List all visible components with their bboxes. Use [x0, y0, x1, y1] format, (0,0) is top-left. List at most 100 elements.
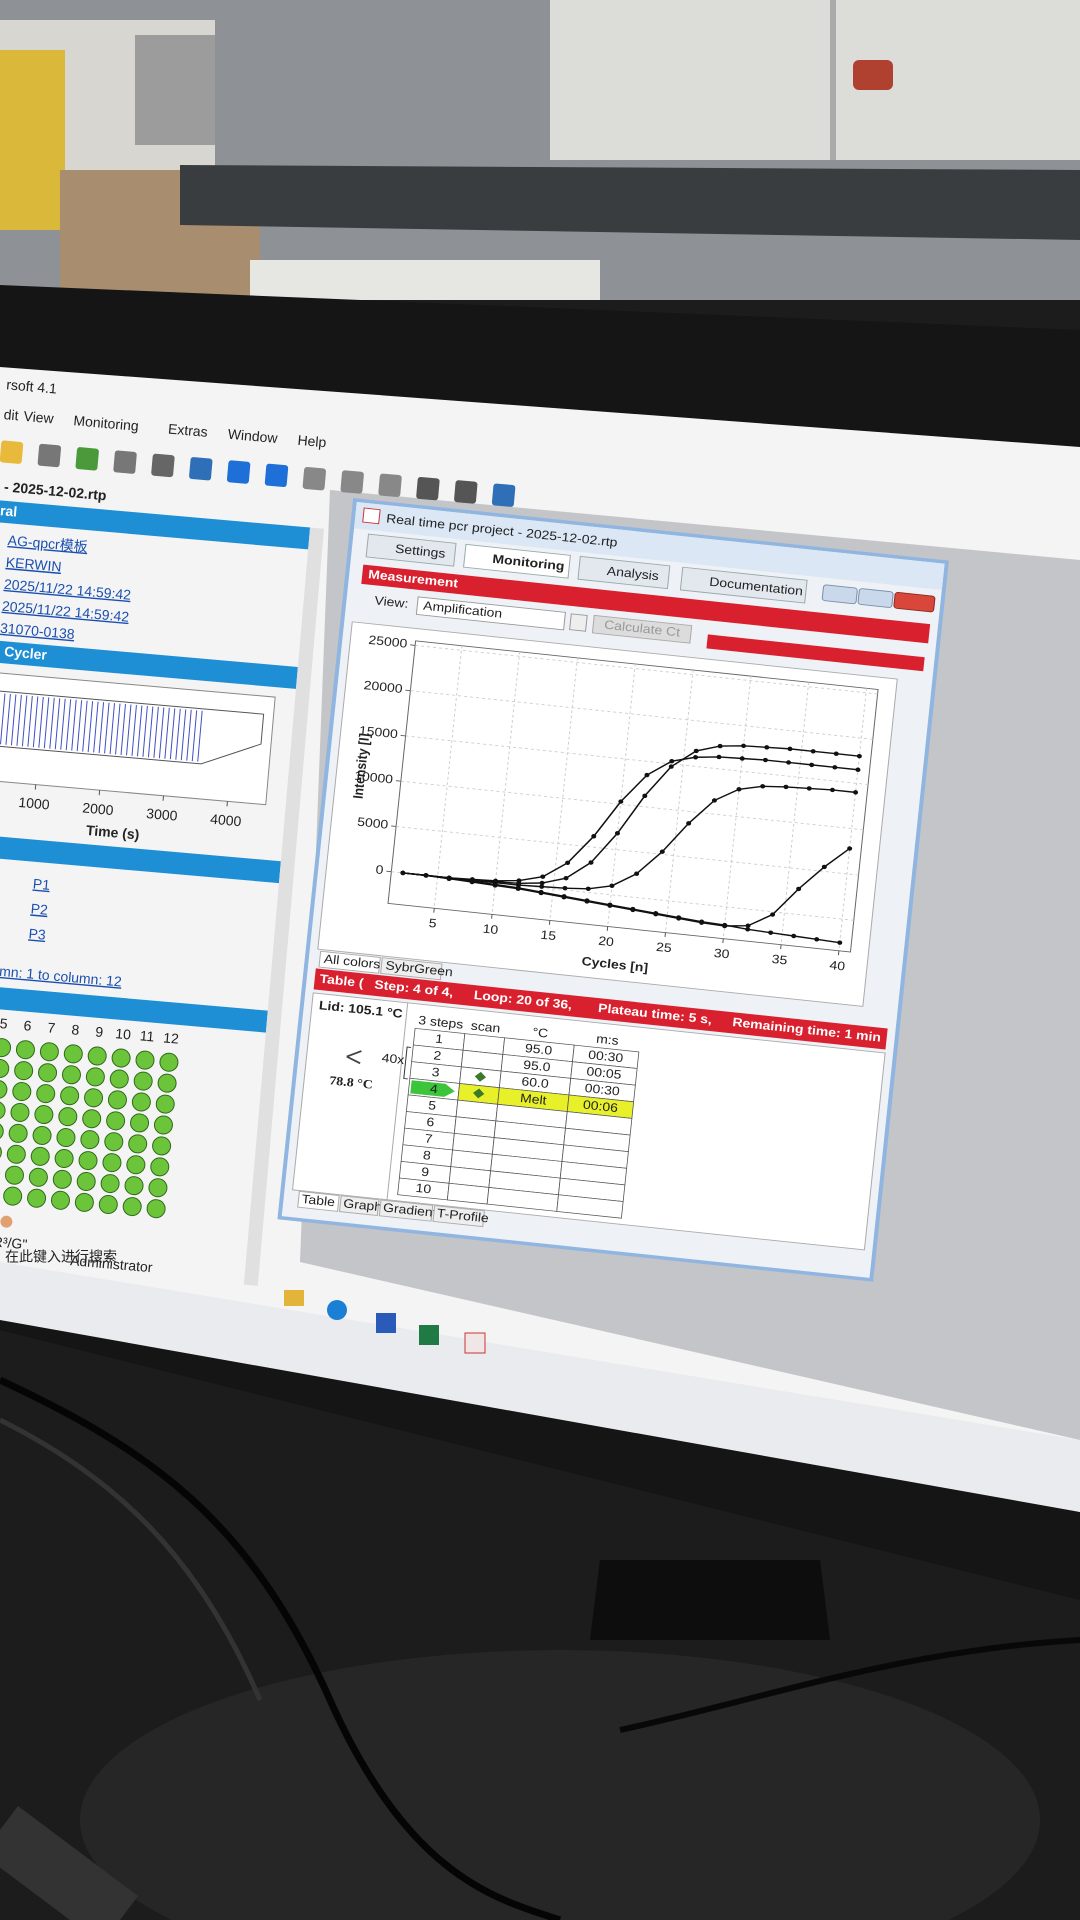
play-button[interactable]	[569, 613, 588, 632]
well[interactable]	[10, 1102, 30, 1123]
minimize-button[interactable]	[821, 584, 858, 605]
sample-label[interactable]: P3	[28, 925, 47, 942]
well[interactable]	[122, 1197, 142, 1217]
well[interactable]	[63, 1044, 84, 1064]
well[interactable]	[152, 1136, 172, 1156]
well[interactable]	[28, 1167, 49, 1188]
taskbar-icon-explorer[interactable]	[284, 1290, 304, 1306]
well[interactable]	[15, 1040, 36, 1060]
well[interactable]	[82, 1109, 102, 1129]
well[interactable]	[106, 1111, 126, 1131]
well[interactable]	[8, 1123, 28, 1144]
info-value[interactable]: AG-qpcr模板	[7, 532, 88, 555]
well[interactable]	[0, 1059, 10, 1079]
chart-tab[interactable]	[318, 950, 381, 974]
well[interactable]	[87, 1046, 107, 1066]
well[interactable]	[135, 1050, 155, 1070]
toolbar-button[interactable]	[75, 447, 99, 471]
info-value[interactable]: 31070-0138	[0, 620, 76, 642]
toolbar-button[interactable]	[113, 450, 137, 474]
well[interactable]	[61, 1065, 82, 1085]
well[interactable]	[0, 1121, 4, 1142]
well[interactable]	[102, 1153, 122, 1173]
well[interactable]	[34, 1105, 54, 1125]
toolbar-button[interactable]	[151, 453, 175, 478]
menu-item[interactable]: Help	[297, 432, 327, 450]
well[interactable]	[85, 1067, 106, 1087]
sample-label[interactable]: P1	[32, 875, 51, 892]
well[interactable]	[14, 1061, 34, 1081]
well[interactable]	[126, 1155, 146, 1175]
menu-item[interactable]: dit	[3, 406, 19, 423]
toolbar-button[interactable]	[0, 440, 24, 464]
info-value[interactable]: KERWIN	[5, 554, 62, 575]
taskbar-icon-excel[interactable]	[419, 1325, 439, 1345]
well[interactable]	[39, 1042, 60, 1062]
well[interactable]	[155, 1094, 176, 1114]
toolbar-button[interactable]	[264, 463, 289, 488]
well[interactable]	[148, 1178, 168, 1198]
well[interactable]	[50, 1190, 71, 1211]
bottom-tab[interactable]	[297, 1190, 340, 1212]
well[interactable]	[128, 1134, 148, 1154]
calculate-button[interactable]	[591, 614, 693, 644]
toolbar-button[interactable]	[37, 443, 62, 468]
well[interactable]	[76, 1171, 96, 1192]
taskbar-search[interactable]: 在此键入进行搜索	[5, 1249, 117, 1265]
view-dropdown[interactable]	[415, 596, 566, 631]
toolbar-button[interactable]	[302, 467, 327, 491]
well[interactable]	[30, 1146, 50, 1167]
well[interactable]	[98, 1194, 119, 1215]
well[interactable]	[32, 1125, 52, 1146]
tab[interactable]	[577, 555, 671, 590]
well[interactable]	[36, 1084, 56, 1104]
menu-item[interactable]: Monitoring	[73, 412, 140, 434]
well[interactable]	[104, 1132, 124, 1152]
well[interactable]	[133, 1071, 153, 1091]
menu-item[interactable]: Window	[227, 426, 279, 446]
well[interactable]	[80, 1130, 100, 1150]
section-header[interactable]	[0, 833, 281, 884]
scrollbar[interactable]	[243, 527, 325, 1286]
section-header[interactable]	[0, 982, 268, 1033]
well[interactable]	[84, 1088, 104, 1108]
bottom-tab[interactable]	[338, 1195, 380, 1217]
section-header[interactable]	[0, 499, 311, 550]
toolbar-button[interactable]	[189, 457, 213, 481]
well[interactable]	[54, 1148, 74, 1169]
well[interactable]	[6, 1144, 27, 1165]
well[interactable]	[12, 1082, 32, 1102]
well[interactable]	[0, 1100, 6, 1121]
close-button[interactable]	[893, 592, 936, 613]
toolbar-button[interactable]	[378, 473, 402, 497]
well[interactable]	[130, 1113, 150, 1133]
well[interactable]	[38, 1063, 58, 1083]
well[interactable]	[3, 1186, 23, 1206]
well[interactable]	[0, 1142, 2, 1162]
color-dot[interactable]	[0, 1215, 13, 1228]
well[interactable]	[74, 1192, 95, 1213]
well[interactable]	[52, 1169, 73, 1190]
section-header[interactable]	[0, 639, 298, 689]
well[interactable]	[60, 1086, 80, 1106]
taskbar-icon-edge[interactable]	[327, 1300, 347, 1320]
well[interactable]	[58, 1107, 78, 1127]
menu-item[interactable]: View	[23, 408, 55, 427]
chart-tab[interactable]	[380, 957, 443, 981]
well[interactable]	[107, 1090, 128, 1110]
well[interactable]	[146, 1199, 166, 1219]
well[interactable]	[159, 1052, 179, 1072]
bottom-tab[interactable]	[378, 1199, 434, 1222]
toolbar-button[interactable]	[416, 476, 440, 501]
tab[interactable]	[679, 566, 808, 604]
bottom-tab[interactable]	[432, 1205, 485, 1228]
toolbar-button[interactable]	[226, 460, 251, 484]
tab[interactable]	[463, 543, 571, 579]
well[interactable]	[109, 1069, 130, 1089]
sample-label[interactable]: P2	[30, 900, 49, 917]
well[interactable]	[124, 1176, 144, 1196]
well[interactable]	[27, 1188, 47, 1208]
maximize-button[interactable]	[857, 588, 894, 608]
taskbar-icon-word[interactable]	[376, 1313, 396, 1333]
well[interactable]	[100, 1174, 120, 1194]
